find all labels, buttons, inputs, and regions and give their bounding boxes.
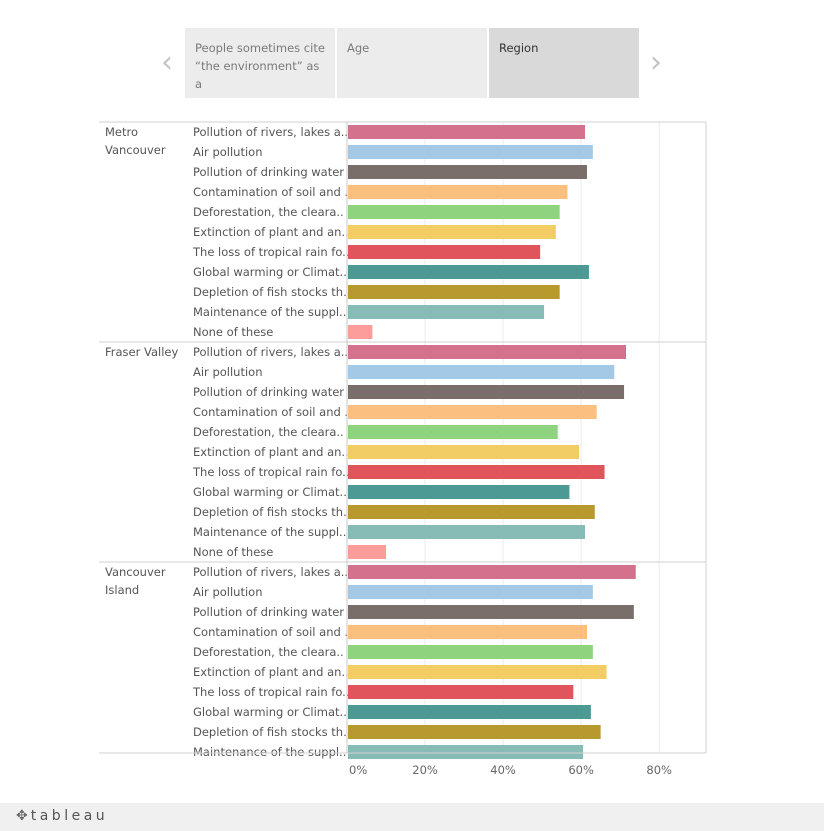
- bar-chart: Metro Vancouver Pollution of rivers, lakes…: [99, 121, 707, 777]
- category-label: Extinction of plant and an..: [193, 665, 349, 679]
- category-label: The loss of tropical rain fo..: [192, 465, 350, 479]
- category-label: Global warming or Climat..: [193, 705, 347, 719]
- bar: [348, 585, 593, 599]
- story-point-environment[interactable]: People sometimes cite “the environment” …: [185, 28, 335, 98]
- group-label: Vancouver Island: [105, 565, 166, 597]
- category-label: Pollution of drinking water: [193, 165, 344, 179]
- tableau-logo[interactable]: ✥ tableau: [16, 808, 108, 824]
- category-label: Pollution of rivers, lakes a..: [193, 345, 348, 359]
- category-label: None of these: [193, 325, 273, 339]
- story-point-label: Age: [347, 41, 370, 55]
- category-label: Maintenance of the suppl..: [193, 745, 346, 759]
- bar: [348, 685, 574, 699]
- bar: [348, 445, 580, 459]
- bar: [348, 625, 587, 639]
- bar: [348, 285, 560, 299]
- x-tick-label: 40%: [490, 763, 516, 777]
- category-label: Air pollution: [193, 585, 263, 599]
- category-label: Pollution of drinking water: [193, 605, 344, 619]
- bar: [348, 405, 597, 419]
- category-label: Contamination of soil and ..: [193, 625, 352, 639]
- story-point-label: Region: [499, 41, 539, 55]
- category-label: Maintenance of the suppl..: [193, 525, 346, 539]
- bar: [348, 665, 607, 679]
- bar: [348, 345, 627, 359]
- category-label: Pollution of drinking water: [193, 385, 344, 399]
- category-label: Pollution of rivers, lakes a..: [193, 565, 348, 579]
- category-label: Air pollution: [193, 365, 263, 379]
- bar: [348, 605, 634, 619]
- category-label: The loss of tropical rain fo..: [192, 245, 350, 259]
- bar: [348, 645, 593, 659]
- bar: [348, 505, 595, 519]
- story-point-region[interactable]: Region: [489, 28, 639, 98]
- tableau-cross-icon: ✥: [16, 808, 28, 824]
- logo-text: tableau: [30, 808, 109, 824]
- category-label: Deforestation, the cleara..: [193, 205, 344, 219]
- bar: [348, 165, 587, 179]
- story-point-label: People sometimes cite “the environment” …: [195, 41, 325, 91]
- bar: [348, 145, 593, 159]
- category-label: Global warming or Climat..: [193, 485, 347, 499]
- x-tick-label: 60%: [568, 763, 594, 777]
- bar: [348, 385, 625, 399]
- category-label: Extinction of plant and an..: [193, 445, 349, 459]
- group-label: Fraser Valley: [105, 345, 178, 359]
- bar: [348, 485, 570, 499]
- category-label: Depletion of fish stocks th..: [193, 725, 350, 739]
- bar: [348, 465, 605, 479]
- bar: [348, 225, 556, 239]
- category-label: Deforestation, the cleara..: [193, 645, 344, 659]
- bar: [348, 545, 387, 559]
- bar: [348, 245, 541, 259]
- footer: ✥ tableau: [0, 803, 824, 831]
- bar: [348, 305, 545, 319]
- bar: [348, 565, 636, 579]
- bar: [348, 705, 591, 719]
- bar: [348, 125, 586, 139]
- group-label: Metro Vancouver: [105, 125, 166, 157]
- bar: [348, 205, 560, 219]
- bar: [348, 425, 558, 439]
- category-label: Pollution of rivers, lakes a..: [193, 125, 348, 139]
- chevron-right-icon[interactable]: ›: [650, 45, 662, 80]
- category-label: Depletion of fish stocks th..: [193, 505, 350, 519]
- category-label: Contamination of soil and ..: [193, 405, 352, 419]
- bar: [348, 265, 589, 279]
- x-tick-label: 0%: [349, 763, 367, 777]
- category-label: Depletion of fish stocks th..: [193, 285, 350, 299]
- chevron-left-icon[interactable]: ‹: [161, 45, 173, 80]
- story-point-age[interactable]: Age: [337, 28, 487, 98]
- story-navigator: ‹ People sometimes cite “the environment…: [0, 0, 824, 110]
- bar: [348, 185, 568, 199]
- bar: [348, 725, 601, 739]
- category-label: Extinction of plant and an..: [193, 225, 349, 239]
- bar: [348, 325, 373, 339]
- category-label: None of these: [193, 545, 273, 559]
- category-label: Maintenance of the suppl..: [193, 305, 346, 319]
- category-label: Deforestation, the cleara..: [193, 425, 344, 439]
- category-label: Air pollution: [193, 145, 263, 159]
- category-label: Contamination of soil and ..: [193, 185, 352, 199]
- category-label: The loss of tropical rain fo..: [192, 685, 350, 699]
- x-tick-label: 20%: [412, 763, 438, 777]
- category-label: Global warming or Climat..: [193, 265, 347, 279]
- bar: [348, 745, 584, 759]
- bar: [348, 365, 615, 379]
- x-tick-label: 80%: [646, 763, 672, 777]
- bar: [348, 525, 586, 539]
